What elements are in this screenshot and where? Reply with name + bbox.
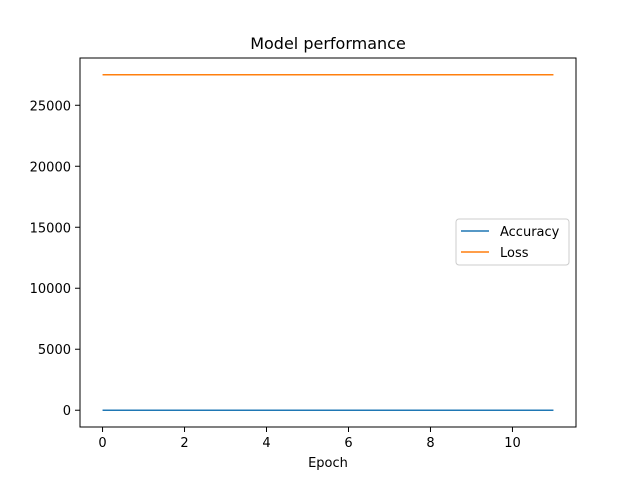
y-tick-label: 5000 (38, 343, 71, 358)
x-tick-label: 8 (426, 436, 434, 451)
plot-frame (79, 57, 577, 428)
x-axis-ticks: 0 2 4 6 8 10 (98, 427, 521, 451)
x-tick-label: 2 (180, 436, 188, 451)
y-axis-ticks: 0 5000 10000 15000 20000 25000 (30, 99, 80, 419)
x-tick-label: 6 (344, 436, 352, 451)
y-tick-label: 15000 (30, 221, 71, 236)
legend: Accuracy Loss (455, 218, 570, 266)
plot-area (79, 57, 577, 428)
chart-title: Model performance (250, 34, 406, 53)
x-tick-label: 0 (98, 436, 106, 451)
legend-label: Loss (500, 246, 529, 261)
y-tick-label: 0 (63, 404, 71, 419)
series-layer (102, 74, 554, 411)
x-tick-label: 10 (504, 436, 521, 451)
y-tick-label: 25000 (30, 99, 71, 114)
legend-label: Accuracy (500, 225, 560, 240)
x-tick-label: 4 (262, 436, 270, 451)
y-tick-label: 10000 (30, 282, 71, 297)
x-axis-label: Epoch (308, 456, 348, 471)
y-tick-label: 20000 (30, 160, 71, 175)
